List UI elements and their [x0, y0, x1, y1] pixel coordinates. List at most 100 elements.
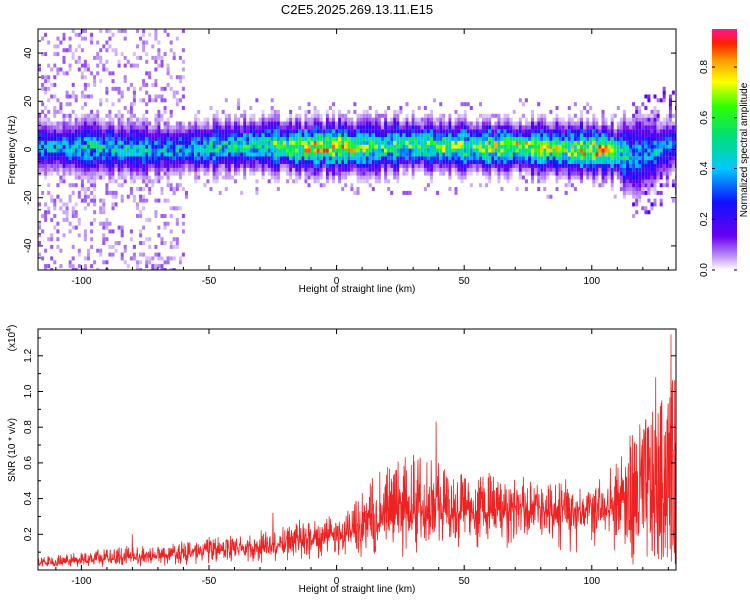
heatmap-cell: [430, 129, 433, 134]
heatmap-cell: [656, 190, 660, 195]
heatmap-cell: [166, 63, 170, 68]
heatmap-cell: [160, 94, 164, 99]
heatmap-cell: [166, 32, 170, 37]
heatmap-cell: [619, 152, 623, 157]
heatmap-cell: [494, 156, 498, 161]
heatmap-cell: [142, 125, 146, 130]
heatmap-cell: [203, 163, 207, 168]
heatmap-cell: [653, 163, 657, 168]
heatmap-cell: [65, 202, 69, 207]
heatmap-cell: [212, 171, 216, 176]
heatmap-cell: [169, 129, 173, 134]
heatmap-cell: [445, 140, 449, 145]
heatmap-cell: [123, 129, 127, 134]
heatmap-cell: [671, 121, 675, 126]
heatmap-cell: [564, 140, 568, 145]
heatmap-cell: [564, 148, 568, 153]
heatmap-cell: [169, 183, 173, 188]
snr-xtick-label: 100: [583, 576, 600, 587]
heatmap-cell: [160, 148, 164, 153]
heatmap-cell: [62, 125, 66, 130]
heatmap-cell: [353, 125, 357, 130]
heatmap-cell: [433, 163, 436, 168]
heatmap-cell: [212, 156, 216, 161]
heatmap-cell: [215, 109, 219, 114]
heatmap-cell: [83, 94, 87, 99]
heatmap-cell: [261, 117, 265, 122]
heatmap-cell: [598, 144, 602, 149]
heatmap-cell: [304, 140, 308, 145]
heatmap-cell: [402, 190, 406, 195]
heatmap-cell: [224, 117, 228, 122]
heatmap-cell: [111, 202, 115, 207]
heatmap-cell: [313, 179, 317, 184]
heatmap-cell: [552, 121, 556, 126]
heatmap-cell: [169, 244, 173, 249]
heatmap-cell: [347, 144, 351, 149]
heatmap-cell: [148, 140, 152, 145]
heatmap-cell: [283, 160, 286, 164]
heatmap-cell: [286, 163, 290, 168]
heatmap-cell: [289, 140, 293, 145]
heatmap-cell: [374, 152, 378, 157]
heatmap-cell: [485, 129, 489, 134]
heatmap-cell: [117, 144, 121, 149]
heatmap-cell: [71, 55, 75, 60]
heatmap-cell: [71, 129, 75, 134]
heatmap-cell: [359, 121, 363, 126]
heatmap-cell: [117, 183, 121, 188]
heatmap-cell: [607, 163, 611, 168]
heatmap-cell: [537, 136, 541, 141]
heatmap-cell: [209, 163, 213, 168]
heatmap-cell: [56, 98, 60, 103]
heatmap-cell: [197, 167, 201, 172]
heatmap-cell: [414, 125, 418, 130]
heatmap-cell: [38, 167, 41, 172]
heatmap-cell: [203, 121, 207, 126]
heatmap-cell: [65, 152, 69, 157]
heatmap-cell: [80, 117, 84, 122]
heatmap-cell: [390, 163, 394, 168]
heatmap-cell: [580, 133, 583, 137]
heatmap-cell: [221, 148, 225, 153]
heatmap-cell: [322, 133, 326, 137]
heatmap-cell: [240, 140, 244, 145]
heatmap-cell: [44, 268, 48, 270]
heatmap-cell: [99, 129, 103, 134]
heatmap-cell: [537, 125, 541, 130]
heatmap-cell: [80, 167, 84, 172]
heatmap-cell: [485, 156, 489, 161]
heatmap-cell: [347, 117, 351, 122]
heatmap-cell: [136, 152, 139, 157]
heatmap-cell: [494, 171, 498, 176]
heatmap-cell: [83, 171, 87, 176]
heatmap-cell: [87, 167, 90, 172]
heatmap-cell: [537, 163, 541, 168]
heatmap-cell: [178, 167, 182, 172]
heatmap-cell: [221, 175, 225, 180]
heatmap-cell: [344, 113, 348, 118]
heatmap-cell: [142, 167, 146, 172]
heatmap-cell: [234, 156, 237, 161]
heatmap-cell: [160, 117, 164, 122]
heatmap-cell: [549, 160, 553, 164]
heatmap-cell: [500, 187, 504, 191]
heatmap-cell: [671, 160, 675, 164]
heatmap-cell: [604, 152, 608, 157]
heatmap-cell: [528, 133, 531, 137]
heatmap-cell: [185, 144, 188, 149]
heatmap-cell: [616, 125, 620, 130]
heatmap-cell: [387, 140, 391, 145]
heatmap-cell: [622, 125, 626, 130]
heatmap-cell: [595, 129, 599, 134]
heatmap-cell: [62, 210, 66, 215]
heatmap-cell: [292, 140, 296, 145]
heatmap-cell: [586, 144, 590, 149]
heatmap-cell: [638, 113, 642, 118]
heatmap-cell: [390, 125, 394, 130]
heatmap-cell: [83, 59, 87, 64]
heatmap-cell: [154, 163, 158, 168]
heatmap-cell: [148, 237, 152, 242]
heatmap-cell: [178, 75, 182, 80]
heatmap-cell: [319, 148, 323, 153]
